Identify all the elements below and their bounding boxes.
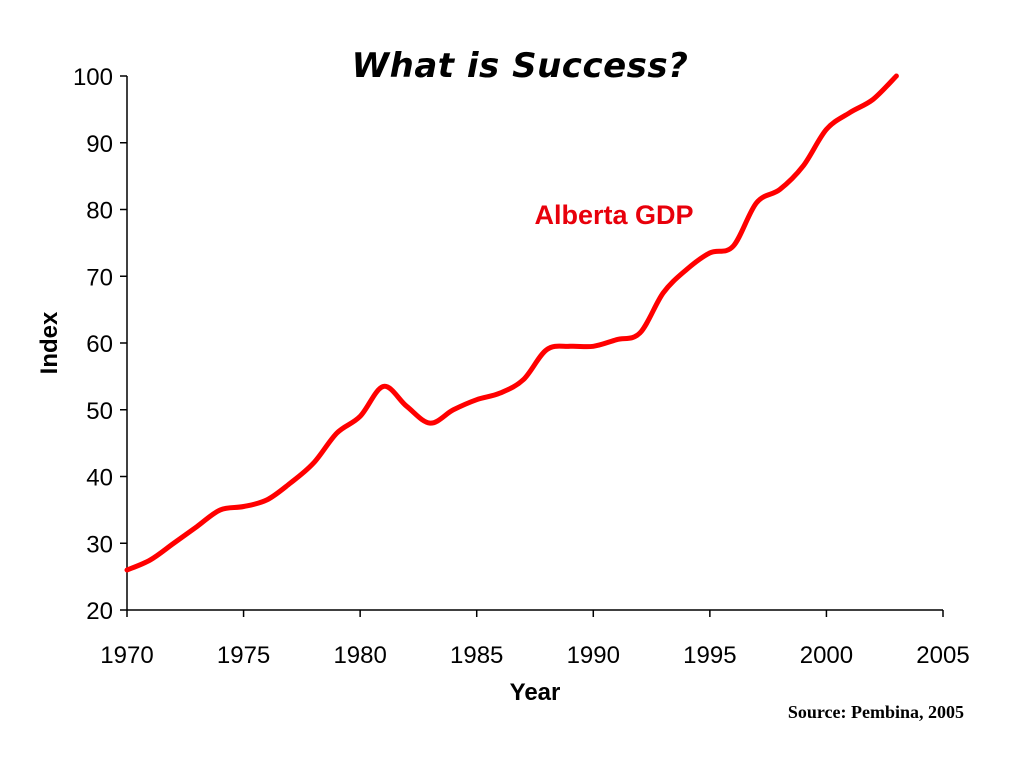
- y-axis-ticks: 20 30 40 50 60 70 80 90 100: [73, 64, 127, 625]
- series-line-alberta-gdp: [124, 73, 899, 573]
- y-tick-label: 70: [86, 264, 113, 291]
- slide-title: What is Success?: [351, 46, 689, 86]
- x-tick-label: 2005: [916, 642, 969, 669]
- x-tick-label: 1985: [450, 642, 503, 669]
- y-tick-label: 40: [86, 465, 113, 492]
- y-tick-label: 20: [86, 598, 113, 625]
- x-tick-label: 2000: [800, 642, 853, 669]
- source-note: Source: Pembina, 2005: [787, 702, 964, 722]
- y-tick-label: 80: [86, 198, 113, 225]
- x-axis-title: Year: [510, 679, 561, 706]
- x-tick-label: 1990: [567, 642, 620, 669]
- x-tick-label: 1975: [217, 642, 270, 669]
- series-label-alberta-gdp: Alberta GDP: [534, 200, 693, 230]
- x-tick-label: 1970: [100, 642, 153, 669]
- y-axis-title: Index: [36, 311, 63, 374]
- y-tick-label: 30: [86, 531, 113, 558]
- y-tick-label: 100: [73, 64, 113, 91]
- x-tick-label: 1995: [683, 642, 736, 669]
- y-tick-label: 90: [86, 131, 113, 158]
- series-layer: [124, 73, 899, 573]
- chart-axes: [126, 76, 943, 611]
- y-tick-label: 60: [86, 331, 113, 358]
- y-tick-label: 50: [86, 398, 113, 425]
- x-axis-ticks: 1970 1975 1980 1985 1990 1995 2000 2005: [100, 610, 970, 669]
- x-tick-label: 1980: [333, 642, 386, 669]
